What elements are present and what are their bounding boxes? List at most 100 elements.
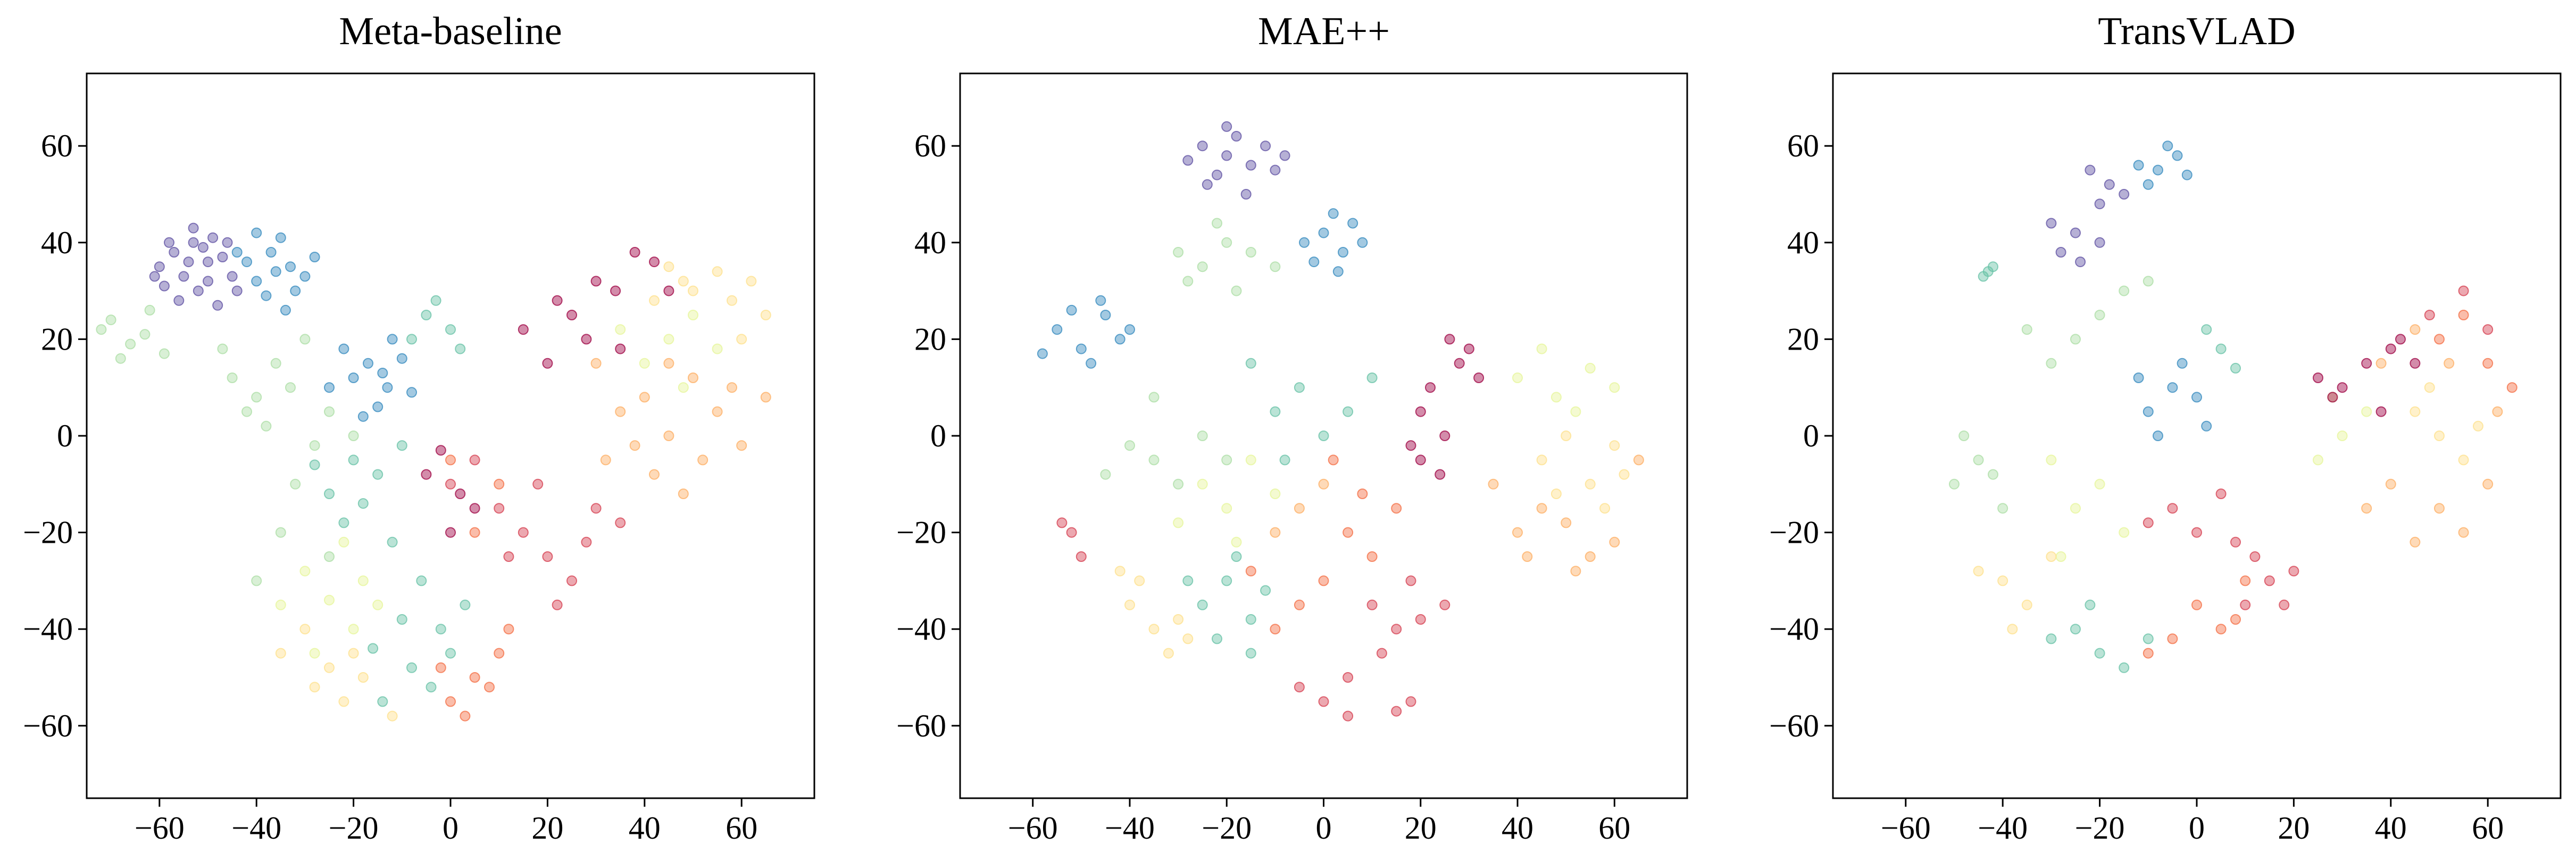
scatter-point bbox=[2361, 358, 2372, 369]
scatter-point bbox=[125, 338, 136, 350]
scatter-point bbox=[299, 566, 311, 577]
panel-meta-baseline: Meta-baseline −60 −40 −20 0 20 40 60 −60 −40 −20 0… bbox=[23, 10, 815, 846]
scatter-point bbox=[348, 430, 359, 441]
scatter-point bbox=[387, 536, 398, 548]
scatter-point bbox=[2181, 169, 2192, 180]
scatter-points bbox=[1037, 121, 1644, 722]
scatter-point bbox=[96, 324, 107, 335]
scatter-point bbox=[1134, 575, 1145, 586]
scatter-point bbox=[261, 290, 272, 301]
scatter-point bbox=[610, 285, 621, 296]
scatter-point bbox=[324, 594, 335, 606]
scatter-point bbox=[1173, 614, 1184, 625]
scatter-point bbox=[2070, 503, 2081, 514]
scatter-point bbox=[649, 295, 660, 306]
scatter-point bbox=[2055, 551, 2066, 562]
scatter-point bbox=[1231, 131, 1242, 142]
scatter-point bbox=[2153, 430, 2163, 441]
scatter-point bbox=[1609, 536, 1620, 548]
scatter-point bbox=[203, 256, 213, 268]
scatter-point bbox=[1405, 696, 1416, 707]
scatter-point bbox=[581, 334, 592, 345]
scatter-point bbox=[1095, 295, 1106, 306]
scatter-point bbox=[309, 459, 320, 470]
scatter-point bbox=[2424, 382, 2435, 393]
scatter-point bbox=[2046, 551, 2057, 562]
scatter-point bbox=[1473, 372, 1485, 383]
scatter-point bbox=[590, 503, 602, 514]
scatter-point bbox=[2492, 406, 2503, 417]
scatter-point bbox=[2162, 140, 2173, 152]
scatter-point bbox=[2046, 454, 2057, 466]
scatter-point bbox=[1561, 430, 1572, 441]
scatter-point bbox=[1488, 478, 1499, 490]
scatter-point bbox=[1245, 648, 1256, 659]
scatter-point bbox=[2458, 454, 2469, 466]
scatter-point bbox=[1343, 527, 1354, 538]
plot-frame bbox=[1832, 72, 2562, 799]
scatter-point bbox=[357, 672, 369, 683]
scatter-point bbox=[251, 392, 262, 403]
scatter-point bbox=[357, 575, 369, 586]
scatter-point bbox=[552, 599, 563, 610]
x-tick-label: 60 bbox=[2472, 810, 2504, 846]
y-tick-label: −40 bbox=[896, 611, 946, 647]
scatter-point bbox=[2070, 334, 2081, 345]
y-tick-label: 60 bbox=[914, 128, 946, 163]
scatter-point bbox=[2240, 599, 2251, 610]
scatter-point bbox=[1633, 454, 1644, 466]
scatter-point bbox=[2375, 358, 2387, 369]
scatter-point bbox=[1415, 614, 1426, 625]
scatter-point bbox=[2434, 334, 2445, 345]
scatter-point bbox=[2279, 599, 2290, 610]
scatter-point bbox=[1182, 276, 1194, 287]
scatter-point bbox=[2191, 599, 2202, 610]
scatter-point bbox=[469, 527, 480, 538]
scatter-point bbox=[348, 624, 359, 635]
scatter-point bbox=[2143, 648, 2154, 659]
plot-frame bbox=[86, 72, 815, 799]
scatter-point bbox=[406, 662, 417, 673]
scatter-point bbox=[1245, 358, 1256, 369]
y-tick-label: −20 bbox=[23, 515, 73, 550]
scatter-point bbox=[2075, 256, 2086, 268]
scatter-point bbox=[105, 314, 116, 326]
scatter-point bbox=[600, 454, 611, 466]
x-tick-label: −60 bbox=[1008, 810, 1058, 846]
scatter-point bbox=[1405, 575, 1416, 586]
scatter-point bbox=[2473, 420, 2483, 432]
scatter-point bbox=[1599, 503, 1611, 514]
scatter-point bbox=[1240, 189, 1252, 200]
scatter-point bbox=[241, 406, 252, 417]
scatter-point bbox=[338, 343, 349, 354]
scatter-point bbox=[746, 276, 757, 287]
scatter-point bbox=[566, 310, 577, 320]
scatter-point bbox=[1245, 454, 1256, 466]
scatter-point bbox=[2070, 624, 2081, 635]
panel-transvlad: TransVLAD −60 −40 −20 0 20 40 60 −60 −40 −20 0 20 40… bbox=[1769, 10, 2562, 846]
scatter-point bbox=[421, 469, 432, 480]
scatter-point bbox=[736, 334, 747, 345]
scatter-point bbox=[469, 672, 480, 683]
x-tick-label: 0 bbox=[2189, 810, 2205, 846]
scatter-point bbox=[2506, 382, 2517, 393]
scatter-point bbox=[251, 575, 262, 586]
scatter-point bbox=[712, 343, 723, 354]
scatter-point bbox=[1391, 706, 1402, 717]
scatter-point bbox=[430, 295, 441, 306]
scatter-point bbox=[1212, 633, 1222, 644]
scatter-point bbox=[615, 343, 626, 354]
panel-title: Meta-baseline bbox=[339, 10, 562, 53]
scatter-point bbox=[1415, 406, 1426, 417]
x-tick-label: 60 bbox=[1598, 810, 1630, 846]
scatter-point bbox=[396, 440, 407, 451]
scatter-point bbox=[1512, 372, 1523, 383]
scatter-point bbox=[663, 430, 674, 441]
scatter-point bbox=[2085, 599, 2096, 610]
scatter-point bbox=[149, 271, 160, 282]
scatter-point bbox=[1100, 469, 1111, 480]
y-tick-label: 0 bbox=[1803, 418, 1819, 453]
scatter-point bbox=[1318, 478, 1329, 490]
scatter-point bbox=[372, 401, 384, 412]
